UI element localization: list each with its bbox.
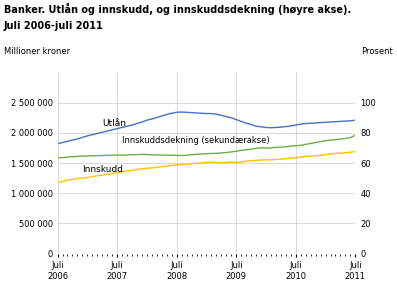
Text: Innskuddsdekning (sekundærakse): Innskuddsdekning (sekundærakse) <box>122 136 270 145</box>
Text: Utlån: Utlån <box>102 119 126 128</box>
Text: Prosent: Prosent <box>361 47 393 56</box>
Text: Banker. Utlån og innskudd, og innskuddsdekning (høyre akse).: Banker. Utlån og innskudd, og innskuddsd… <box>4 3 351 15</box>
Text: Millioner kroner: Millioner kroner <box>4 47 70 56</box>
Text: Juli 2006-juli 2011: Juli 2006-juli 2011 <box>4 21 104 31</box>
Text: Innskudd: Innskudd <box>83 165 123 174</box>
